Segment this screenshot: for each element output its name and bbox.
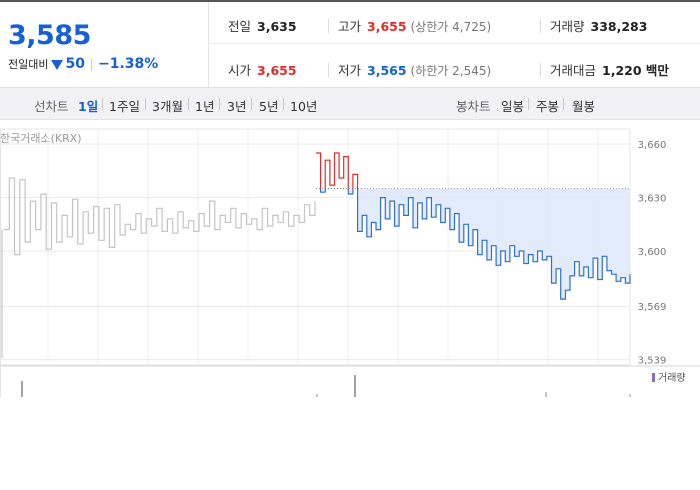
divider	[528, 98, 529, 110]
stat-value: 3,655	[367, 19, 407, 34]
stat-label: 시가	[228, 63, 252, 78]
stat-label: 전일	[228, 19, 252, 34]
stats-panel: 전일 3,635 고가 3,655 (상한가 4,725) 거래량 338,283 시…	[208, 2, 700, 87]
divider	[251, 98, 252, 110]
candle-tab-monthly[interactable]: 월봉	[572, 99, 596, 114]
divider	[102, 98, 103, 110]
divider	[563, 98, 564, 110]
stat-volume: 거래량 338,283	[550, 16, 647, 35]
chart-toolbar: 선차트 1일 1주일 3개월 1년 3년 5년 10년 봉차트 일봉 주봉 월봉	[0, 87, 700, 120]
quote-summary: 3,585 전일대비 50 −1.38% 전일 3,635 고가 3,655 (상한가 …	[0, 0, 700, 87]
down-triangle-icon	[51, 59, 64, 70]
divider	[208, 43, 700, 44]
period-tab-5y[interactable]: 5년	[259, 99, 279, 114]
stat-open: 시가 3,655	[228, 60, 297, 79]
stat-high: 고가 3,655 (상한가 4,725)	[338, 16, 491, 35]
divider	[219, 98, 220, 110]
lower-limit: (하한가 2,545)	[410, 64, 492, 78]
stat-prev-close: 전일 3,635	[228, 16, 297, 35]
period-tab-10y[interactable]: 10년	[290, 99, 318, 114]
divider	[328, 63, 329, 77]
stat-value: 3,655	[257, 63, 297, 78]
stat-label: 고가	[338, 19, 362, 34]
change-label: 전일대비	[8, 58, 49, 71]
price-box: 3,585 전일대비 50 −1.38%	[0, 2, 209, 87]
data-source-label: 한국거래소(KRX)	[0, 132, 82, 145]
divider	[540, 19, 541, 33]
y-tick-label: 3,660	[638, 140, 667, 151]
line-chart-label: 선차트	[34, 99, 69, 114]
price-chart: 3,660 3,630 3,600 3,569 3,539 거래량	[0, 128, 700, 397]
divider	[540, 63, 541, 77]
stat-label: 거래량	[550, 19, 585, 34]
candle-tab-daily[interactable]: 일봉	[501, 99, 525, 114]
upper-limit: (상한가 4,725)	[410, 20, 492, 34]
divider	[328, 19, 329, 33]
period-tab-3y[interactable]: 3년	[227, 99, 247, 114]
candle-tab-weekly[interactable]: 주봉	[536, 99, 560, 114]
period-tab-1w[interactable]: 1주일	[109, 99, 140, 114]
current-price: 3,585	[8, 20, 91, 51]
divider	[145, 98, 146, 110]
series-line-today-down	[320, 188, 631, 300]
period-tab-1y[interactable]: 1년	[195, 99, 215, 114]
stat-value: 1,220 백만	[602, 63, 669, 78]
change-value: 50	[65, 56, 85, 72]
stat-label: 저가	[338, 63, 362, 78]
series-line-previous-day	[4, 177, 316, 256]
divider	[283, 98, 284, 110]
y-tick-label: 3,569	[638, 302, 667, 313]
y-tick-label: 3,539	[638, 356, 667, 367]
change-row: 전일대비 50 −1.38%	[8, 56, 158, 72]
period-tab-1d[interactable]: 1일	[78, 99, 99, 114]
divider	[188, 98, 189, 110]
y-tick-label: 3,600	[638, 247, 667, 258]
stat-value: 338,283	[590, 19, 648, 34]
stat-amount: 거래대금 1,220 백만	[550, 60, 669, 79]
volume-legend-label: 거래량	[658, 372, 686, 384]
stat-value: 3,635	[257, 19, 297, 34]
y-tick-label: 3,630	[638, 194, 667, 205]
volume-legend-swatch	[652, 373, 655, 382]
stat-low: 저가 3,565 (하한가 2,545)	[338, 60, 491, 79]
divider	[90, 58, 92, 71]
change-percent: −1.38%	[97, 56, 159, 72]
period-tab-3m[interactable]: 3개월	[152, 99, 183, 114]
candle-chart-label: 봉차트	[456, 99, 491, 114]
stat-value: 3,565	[367, 63, 407, 78]
stat-label: 거래대금	[550, 63, 597, 78]
